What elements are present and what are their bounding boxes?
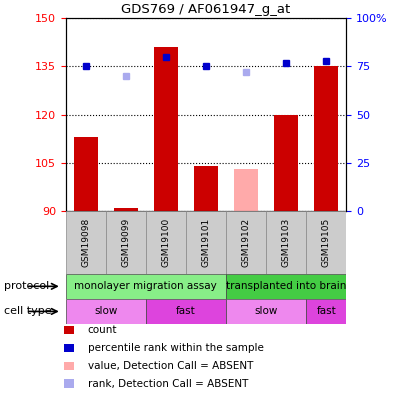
Text: rank, Detection Call = ABSENT: rank, Detection Call = ABSENT [88, 379, 248, 388]
Text: slow: slow [254, 307, 278, 316]
Text: percentile rank within the sample: percentile rank within the sample [88, 343, 263, 353]
Bar [226, 211, 266, 274]
Bar [226, 274, 346, 299]
Bar [66, 211, 106, 274]
Text: monolayer migration assay: monolayer migration assay [74, 281, 217, 291]
Bar [64, 326, 74, 334]
Title: GDS769 / AF061947_g_at: GDS769 / AF061947_g_at [121, 3, 291, 16]
Text: GSM19098: GSM19098 [81, 218, 90, 267]
Text: value, Detection Call = ABSENT: value, Detection Call = ABSENT [88, 361, 253, 371]
Text: GSM19103: GSM19103 [282, 218, 291, 267]
Text: GSM19105: GSM19105 [322, 218, 331, 267]
Text: GSM19099: GSM19099 [121, 218, 130, 267]
Bar [234, 169, 258, 211]
Text: GSM19100: GSM19100 [161, 218, 170, 267]
Text: transplanted into brain: transplanted into brain [226, 281, 346, 291]
Text: cell type: cell type [4, 307, 52, 316]
Bar [66, 274, 226, 299]
Bar [66, 299, 146, 324]
Text: protocol: protocol [4, 281, 49, 291]
Bar [146, 211, 186, 274]
Bar [154, 47, 178, 211]
Text: GSM19102: GSM19102 [242, 218, 251, 267]
Bar [146, 299, 226, 324]
Bar [266, 211, 306, 274]
Bar [226, 299, 306, 324]
Bar [64, 344, 74, 352]
Bar [74, 137, 98, 211]
Bar [314, 66, 338, 211]
Bar [306, 299, 346, 324]
Text: fast: fast [176, 307, 196, 316]
Bar [274, 115, 298, 211]
Text: GSM19101: GSM19101 [201, 218, 211, 267]
Bar [64, 379, 74, 388]
Bar [306, 211, 346, 274]
Bar [64, 362, 74, 370]
Text: count: count [88, 325, 117, 335]
Bar [106, 211, 146, 274]
Bar [186, 211, 226, 274]
Bar [194, 166, 218, 211]
Text: fast: fast [316, 307, 336, 316]
Bar [114, 208, 138, 211]
Text: slow: slow [94, 307, 117, 316]
